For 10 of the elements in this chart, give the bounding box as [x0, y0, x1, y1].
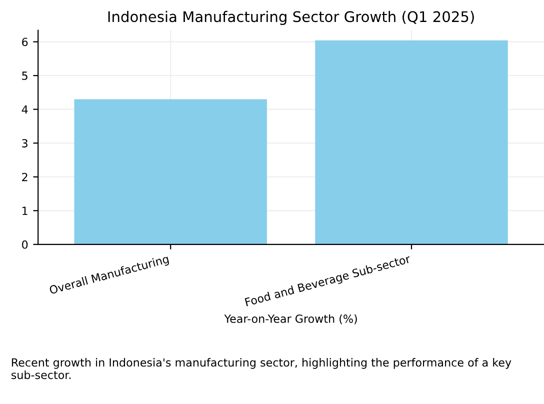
- y-tick-label: 4: [22, 105, 28, 114]
- x-axis-title: Year-on-Year Growth (%): [224, 314, 357, 324]
- y-tick-label: 2: [22, 172, 28, 182]
- y-tick-label: 1: [22, 206, 28, 215]
- y-tick-label: 0: [22, 240, 28, 249]
- y-tick-label: 5: [22, 72, 28, 80]
- y-tick-label: 6: [22, 38, 28, 46]
- text: Recent growth in Indonesia's manufacturing sector, highlighting the performance of a key sub-sector.: [11, 358, 512, 380]
- y-tick-label: 3: [22, 139, 28, 148]
- chart-title: Indonesia Manufacturing Sector Growth (Q1 2025): [108, 10, 474, 25]
